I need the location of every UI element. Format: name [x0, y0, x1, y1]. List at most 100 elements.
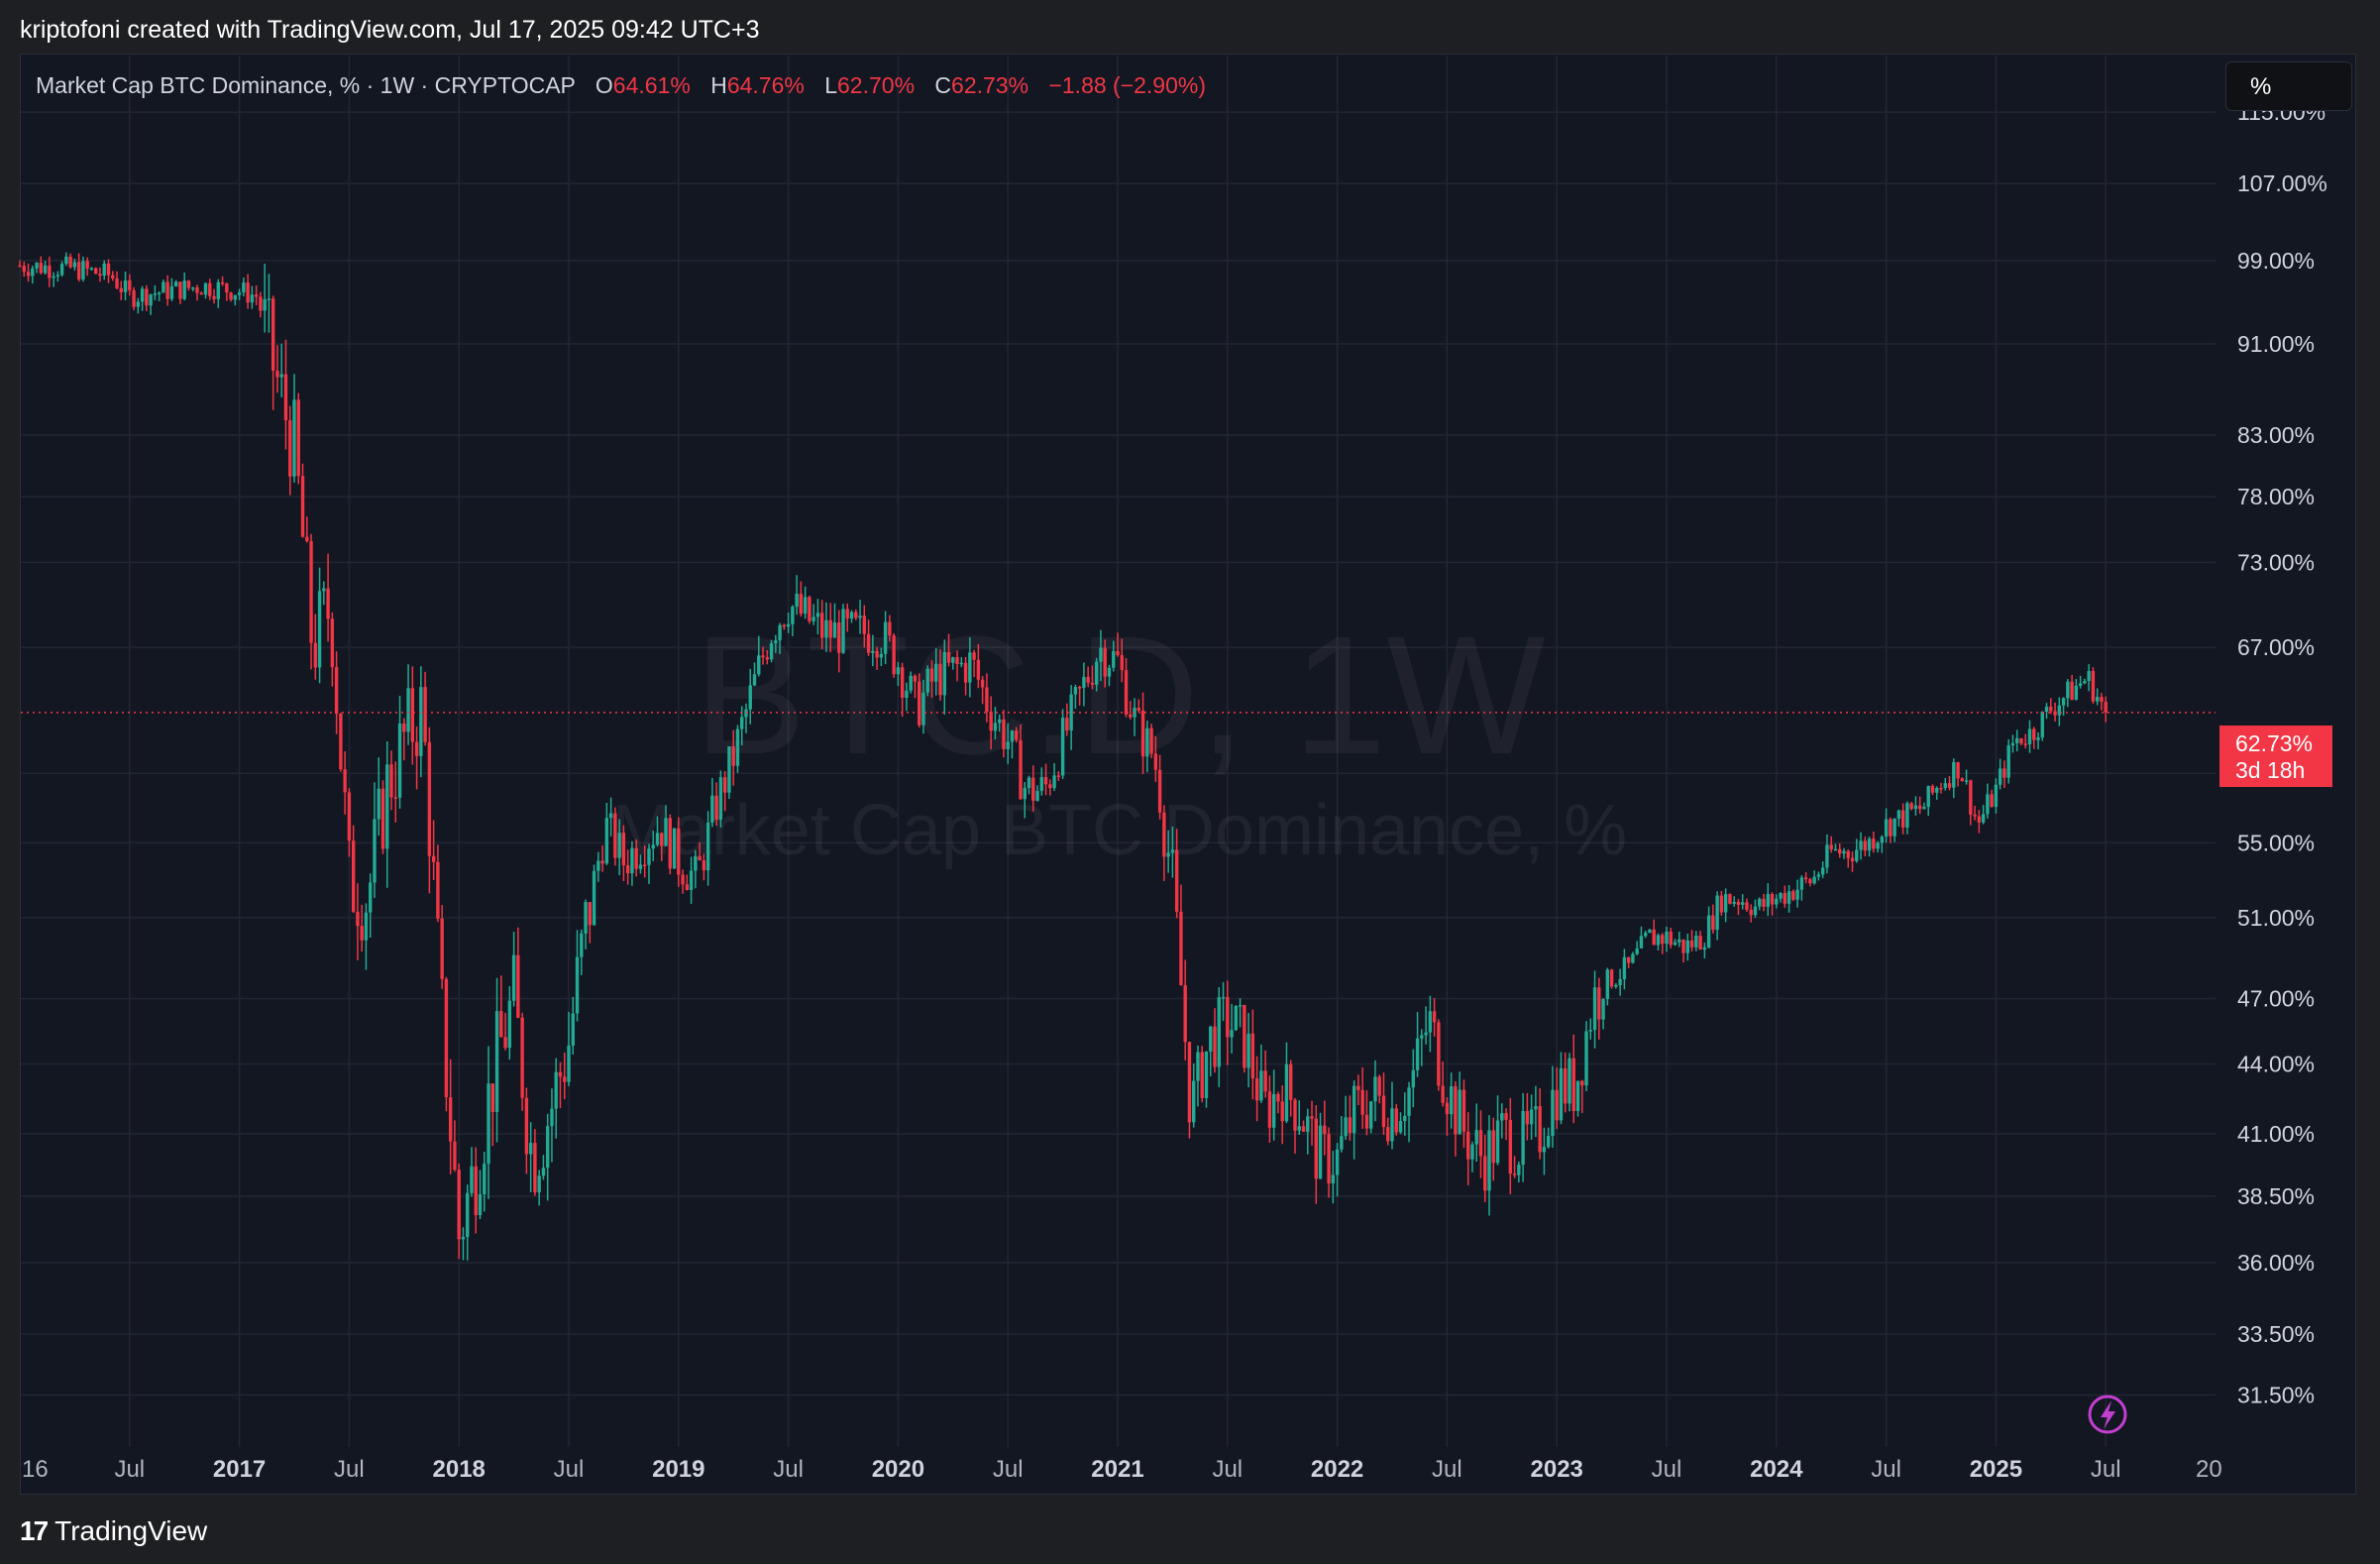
lightning-icon[interactable]	[2088, 1395, 2127, 1434]
candle-body	[1555, 1089, 1559, 1121]
candle-body	[317, 591, 322, 668]
candle-body	[1758, 898, 1762, 907]
price-badge-countdown: 3d 18h	[2235, 757, 2305, 783]
candle-body	[1373, 1076, 1377, 1102]
candle-body	[1998, 768, 2002, 785]
candle-body	[2087, 671, 2091, 682]
candle-body	[1504, 1113, 1508, 1120]
candle-body	[1525, 1111, 1530, 1125]
candle-body	[373, 819, 377, 883]
footer-brand[interactable]: 17 TradingView	[20, 1507, 207, 1556]
candle-body	[1913, 805, 1918, 810]
candle-body	[621, 833, 626, 866]
candle-body	[951, 657, 955, 663]
candle-body	[985, 687, 989, 712]
candle-body	[1648, 929, 1652, 934]
y-tick-label: 55.00%	[2237, 830, 2315, 855]
candle-body	[1669, 931, 1673, 946]
candle-body	[1015, 730, 1019, 740]
candle-body	[254, 294, 259, 297]
candle-body	[2049, 707, 2053, 712]
candle-body	[735, 728, 740, 766]
candle-body	[710, 795, 714, 823]
candle-body	[2066, 681, 2070, 699]
candle-body	[270, 298, 275, 371]
candle-body	[1162, 812, 1166, 857]
y-tick-label: 41.00%	[2237, 1121, 2315, 1147]
candle-body	[1238, 1005, 1243, 1007]
candle-body	[1517, 1165, 1521, 1175]
candle-body	[1153, 753, 1158, 770]
candle-body	[1762, 898, 1766, 907]
candle-body	[1010, 730, 1015, 742]
candle-body	[1424, 1032, 1428, 1036]
candle-body	[165, 281, 169, 299]
candle-body	[2027, 728, 2032, 744]
candle-body	[1415, 1038, 1420, 1070]
candle-body	[1441, 1085, 1445, 1103]
candle-body	[330, 618, 335, 668]
candle-body	[186, 280, 191, 288]
candle-body	[643, 864, 647, 866]
candle-body	[132, 289, 136, 307]
x-tick-label: 2025	[1970, 1456, 2022, 1483]
candle-body	[1174, 849, 1179, 912]
candle-body	[892, 635, 896, 675]
candle-body	[1352, 1085, 1356, 1134]
candle-body	[1437, 1022, 1441, 1086]
candle-body	[1917, 805, 1922, 810]
candle-body	[989, 711, 993, 731]
candle-body	[457, 1170, 461, 1240]
candle-body	[1816, 874, 1821, 877]
x-tick-label: Jul	[1432, 1456, 1462, 1483]
candle-body	[191, 287, 195, 289]
y-tick-label: 33.50%	[2237, 1321, 2315, 1347]
candle-body	[1310, 1116, 1314, 1119]
candle-body	[1698, 936, 1702, 950]
legend-low-label: L	[824, 72, 838, 98]
candle-body	[584, 902, 588, 934]
candle-body	[862, 615, 867, 634]
candle-body	[625, 865, 630, 874]
candle-body	[178, 281, 182, 299]
candle-body	[1930, 785, 1935, 793]
candle-body	[1559, 1067, 1564, 1121]
candle-body	[31, 268, 35, 277]
candle-body	[905, 690, 909, 699]
candle-body	[689, 870, 694, 890]
candle-body	[528, 1143, 533, 1155]
x-tick-label: Jul	[1871, 1456, 1901, 1483]
candle-body	[2032, 728, 2036, 740]
candle-body	[444, 978, 449, 1098]
candle-body	[1226, 996, 1230, 1038]
candle-body	[1635, 948, 1639, 954]
candle-body	[1719, 895, 1724, 913]
candle-body	[1470, 1144, 1474, 1160]
candle-body	[35, 263, 39, 269]
candle-body	[879, 653, 884, 658]
x-tick-label: Jul	[334, 1456, 365, 1483]
candle-body	[466, 1192, 470, 1237]
candle-body	[1411, 1069, 1416, 1088]
candle-body	[1250, 1033, 1255, 1079]
candle-body	[1597, 987, 1601, 1020]
candle-body	[1795, 889, 1799, 900]
candle-body	[1301, 1126, 1306, 1132]
candle-body	[296, 399, 300, 477]
x-tick-label: 2017	[213, 1456, 266, 1483]
candle-body	[651, 844, 655, 849]
percent-scale-button[interactable]: %	[2225, 61, 2352, 111]
candle-body	[1331, 1174, 1336, 1184]
candle-body	[1019, 739, 1023, 800]
candle-body	[1884, 819, 1889, 838]
candle-body	[959, 662, 964, 665]
candle-body	[2019, 737, 2023, 744]
candle-body	[1335, 1149, 1340, 1175]
candle-body	[1538, 1106, 1542, 1153]
legend-low-value: 62.70%	[837, 72, 916, 98]
candle-body	[1390, 1108, 1394, 1142]
legend-high-value: 64.76%	[726, 72, 805, 98]
candle-body	[1491, 1130, 1495, 1164]
candle-body	[533, 1143, 537, 1193]
